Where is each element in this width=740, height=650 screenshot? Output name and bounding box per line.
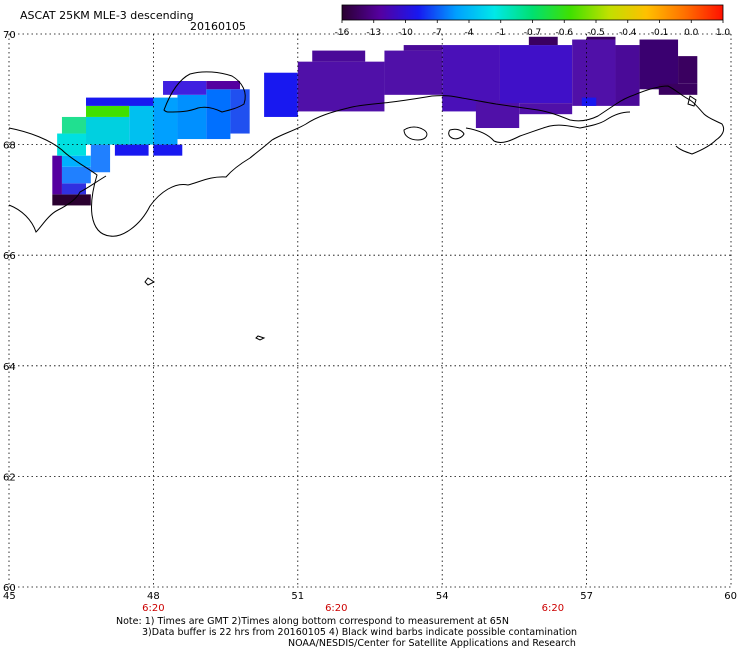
figure-date: 20160105 [190,20,246,33]
swath-cell [206,81,241,90]
colorbar-label: -13 [366,28,381,38]
colorbar-label: -0.4 [619,28,637,38]
footer-note-line1: Note: 1) Times are GMT 2)Times along bot… [116,616,509,627]
colorbar-label: -16 [335,28,350,38]
colorbar-label: -7 [433,28,442,38]
swath-cell [86,105,130,117]
longitude-labels: 45 48 51 54 57 60 [3,591,737,602]
coastline-islet [144,95,697,341]
swath-cell [57,133,87,156]
lon-label: 60 [724,591,737,602]
lat-label: 64 [3,362,16,373]
colorbar-label: -4 [465,28,474,38]
colorbar [341,4,724,21]
coastline [8,71,725,341]
wind-swath [52,36,698,206]
time-label: 6:20 [142,603,164,614]
colorbar-label: -0.1 [651,28,669,38]
lon-label: 54 [436,591,449,602]
latitude-labels: 60 62 64 66 68 70 [3,30,16,594]
swath-cell [129,100,154,145]
colorbar-labels: -16 -13 -10 -7 -4 -1 -0.7 -0.6 -0.5 -0.4 -0.1 0.0 1.… [335,20,731,38]
swath-cell [519,103,573,115]
lat-label: 62 [3,472,16,483]
lon-label: 48 [147,591,160,602]
swath-cell [312,50,366,62]
colorbar-label: -10 [398,28,413,38]
swath-cell [658,83,698,95]
colorbar-label: -0.7 [524,28,542,38]
swath-cell [177,94,207,140]
coastline-east [633,85,725,155]
swath-cell [403,45,443,51]
colorbar-label: -0.6 [555,28,573,38]
swath-cell [61,183,87,195]
swath-cell [114,144,149,156]
footer-credit: NOAA/NESDIS/Center for Satellite Applica… [288,638,576,649]
swath-cell [153,144,183,156]
swath-cell [52,155,62,195]
swath-cell [86,97,154,106]
graticule [8,33,732,588]
swath-cell [264,72,298,117]
coastline-islands [403,126,465,141]
time-labels: 6:20 6:20 6:20 [142,603,564,614]
swath-cell [615,45,640,106]
footer-note-line2: 3)Data buffer is 22 hrs from 20160105 4)… [142,627,577,638]
swath-cell [499,45,573,104]
swath-cell [678,56,698,84]
coastline-kanin [8,94,635,237]
colorbar-label: -1 [496,28,505,38]
colorbar-label: 1.0 [716,28,731,38]
coastline-pechora [465,111,631,143]
swath-cell [384,50,443,95]
lat-label: 66 [3,251,16,262]
colorbar-label: 0.0 [684,28,699,38]
swath-cell [639,39,679,90]
lat-label: 70 [3,30,16,41]
swath-cell [61,166,91,184]
swath-cell [475,100,520,129]
swath-cell [153,97,178,145]
swath-cell [86,116,130,145]
swath-cell [90,144,111,173]
swath-cell [206,89,231,140]
swath-cell [230,89,250,134]
colorbar-ramp [341,4,724,21]
lat-label: 68 [3,141,16,152]
time-label: 6:20 [325,603,347,614]
swath-cell [581,97,597,106]
lat-label: 60 [3,583,16,594]
swath-cell [297,61,385,112]
lon-label: 51 [291,591,304,602]
coastline-kolguev [163,71,246,113]
swath-cell [586,36,616,40]
lon-label: 45 [3,591,16,602]
figure-title: ASCAT 25KM MLE-3 descending [20,9,194,22]
coastline-white-sea [8,175,107,233]
colorbar-label: -0.5 [587,28,605,38]
swath-cell [52,194,91,206]
swath-cell [528,36,558,46]
swath-cell [572,39,616,106]
swath-cell [163,81,207,95]
swath-cell [61,116,91,134]
lon-label: 57 [580,591,593,602]
time-label: 6:20 [542,603,564,614]
